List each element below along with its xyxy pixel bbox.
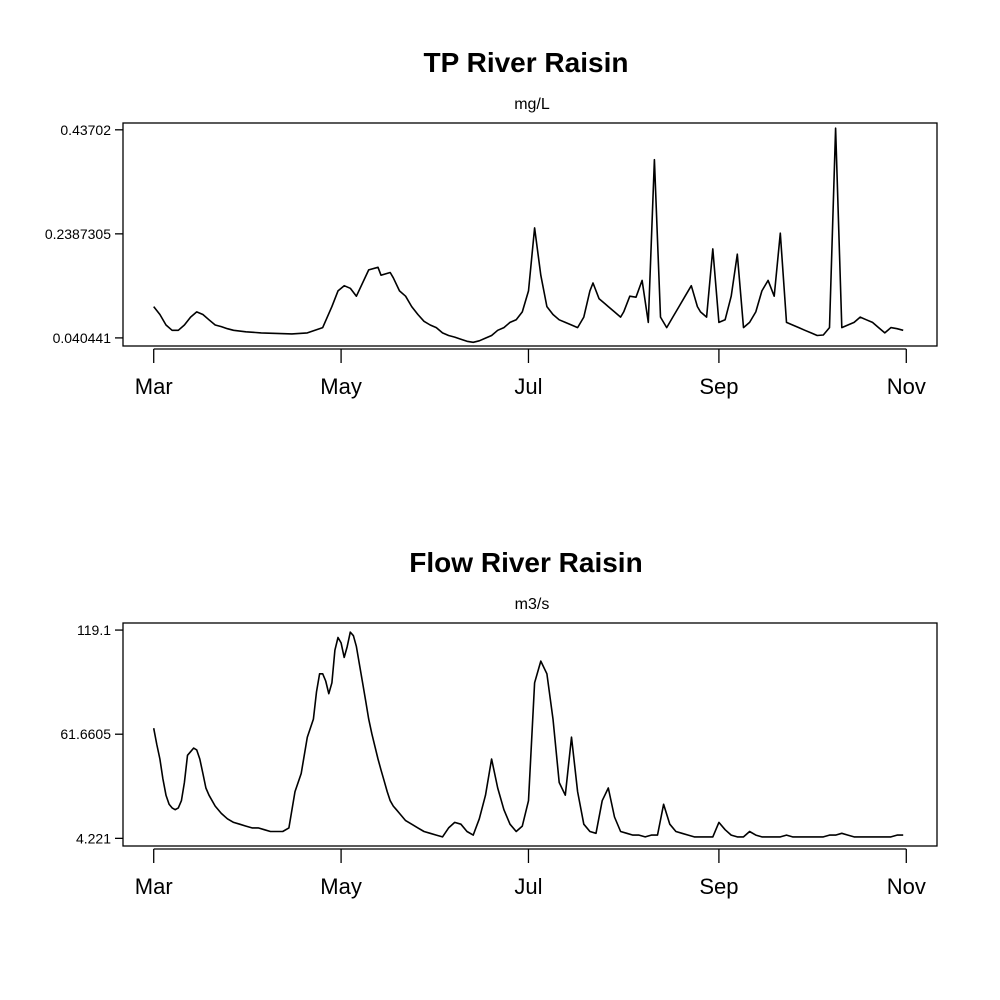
series-group: [152, 631, 904, 838]
plot-frame: [122, 122, 938, 347]
flow-chart-panel: Flow River Raisin m3/s 4.221 61.6605 119.1…: [60, 547, 938, 899]
y-tick-label: 0.43702: [60, 122, 111, 138]
x-tick-label: May: [320, 874, 362, 899]
x-tick-label: Jul: [514, 874, 542, 899]
x-tick-label: Sep: [699, 874, 738, 899]
x-tick-label: Mar: [135, 374, 173, 399]
y-tick-label: 61.6605: [60, 726, 111, 742]
tp-chart-panel: TP River Raisin mg/L 0.0404410.23873050.…: [45, 47, 938, 399]
y-tick-label: 0.2387305: [45, 226, 111, 242]
x-axis: Mar May Jul Sep Nov: [135, 848, 926, 899]
plot-frame: [122, 622, 938, 847]
x-tick-label: Nov: [887, 874, 926, 899]
y-tick-label: 4.221: [76, 830, 111, 846]
x-axis: Mar May Jul Sep Nov: [135, 348, 926, 399]
series-line: [153, 127, 904, 344]
y-axis: 0.040441 0.2387305 0.43702: [45, 122, 123, 346]
x-tick-label: May: [320, 374, 362, 399]
x-tick-label: Mar: [135, 874, 173, 899]
chart-title: Flow River Raisin: [409, 547, 642, 578]
y-axis: 4.221 61.6605 119.1: [60, 622, 123, 846]
x-tick-label: Nov: [887, 374, 926, 399]
chart-title: TP River Raisin: [424, 47, 629, 78]
series-line: [152, 631, 904, 838]
chart-subtitle: m3/s: [515, 596, 550, 613]
y-tick-label: 119.1: [77, 622, 111, 638]
series-group: [153, 127, 904, 344]
x-tick-label: Sep: [699, 374, 738, 399]
chart-subtitle: mg/L: [514, 96, 550, 113]
x-tick-label: Jul: [514, 374, 542, 399]
y-tick-label: 0.040441: [53, 330, 112, 346]
